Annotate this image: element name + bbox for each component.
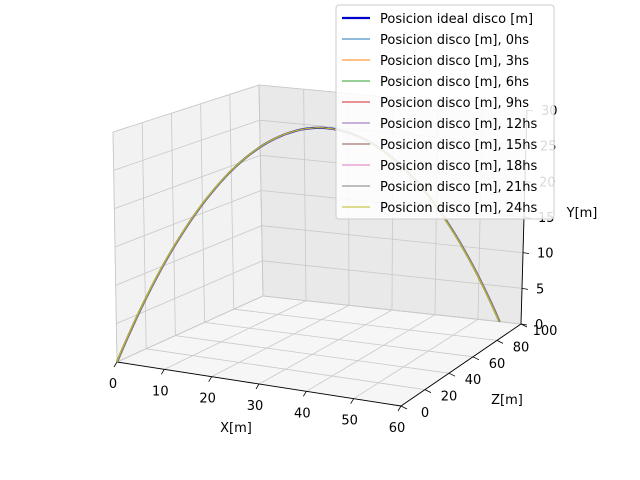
x-axis-label: X[m]	[220, 421, 252, 436]
x-tick-label: 40	[294, 406, 311, 421]
grid-line-y-left	[114, 190, 262, 248]
grid-line-z-floor	[233, 308, 498, 341]
grid-line-z-floor	[146, 348, 426, 390]
x-tick-label: 30	[247, 399, 264, 414]
grid-line-x-floor	[353, 318, 479, 400]
legend-label-1: Posicion disco [m], 0hs	[380, 33, 529, 48]
legend-label-4: Posicion disco [m], 9hs	[380, 96, 529, 111]
legend-label-7: Posicion disco [m], 18hs	[380, 159, 538, 174]
z-tick-mark	[424, 389, 432, 393]
grid-line-y-left	[112, 84, 260, 133]
z-tick-label: 60	[489, 357, 506, 372]
grid-line-y-back	[262, 260, 523, 289]
z-tick-mark	[472, 356, 480, 361]
grid-line-x-floor	[211, 304, 350, 378]
grid-lines	[112, 84, 528, 407]
x-tick-label: 50	[341, 414, 358, 429]
legend: Posicion ideal disco [m] Posicion disco […	[335, 4, 555, 220]
grid-line-y-left	[113, 119, 260, 171]
legend-label-3: Posicion disco [m], 6hs	[380, 75, 529, 90]
grid-line-y-back	[261, 225, 524, 254]
y-axis-label: Y[m]	[566, 206, 598, 221]
x-tick-mark	[302, 391, 307, 397]
legend-label-8: Posicion disco [m], 21hs	[380, 180, 538, 195]
legend-label-5: Posicion disco [m], 12hs	[380, 117, 538, 132]
legend-label-6: Posicion disco [m], 15hs	[380, 138, 538, 153]
z-tick-label: 0	[421, 406, 429, 421]
grid-line-y-left	[116, 260, 263, 325]
grid-line-z-floor	[175, 335, 450, 374]
x-tick-mark	[255, 383, 260, 390]
legend-frame	[335, 4, 555, 220]
legend-label-2: Posicion disco [m], 3hs	[380, 54, 529, 69]
z-tick-label: 20	[441, 390, 458, 405]
x-tick-mark	[397, 405, 402, 412]
grid-line-x-floor	[306, 314, 436, 392]
y-tick-mark	[522, 252, 530, 255]
z-tick-mark	[496, 340, 504, 344]
z-axis-label: Z[m]	[491, 393, 523, 408]
grid-line-z-floor	[204, 322, 474, 358]
y-tick-label: 0	[535, 318, 543, 333]
grid-line-y-back	[262, 295, 522, 325]
x-tick-label: 10	[152, 384, 169, 399]
x-tick-label: 0	[109, 377, 117, 392]
z-tick-label: 100	[533, 324, 558, 339]
z-tick-mark	[400, 405, 408, 410]
legend-label-9: Posicion disco [m], 24hs	[380, 201, 538, 216]
grid-line-y-left	[115, 225, 262, 286]
z-tick-label: 80	[513, 340, 530, 355]
grid-line-x-floor	[164, 300, 307, 370]
x-tick-label: 60	[389, 421, 406, 436]
grid-line-x-floor	[258, 309, 393, 385]
y-tick-label: 10	[537, 247, 554, 262]
x-tick-mark	[113, 361, 118, 368]
z-axis-line	[400, 323, 522, 407]
y-tick-mark	[520, 323, 528, 326]
y-tick-label: 5	[536, 282, 544, 297]
legend-label-0: Posicion ideal disco [m]	[380, 12, 533, 27]
y-tick-mark	[521, 287, 529, 290]
grid-line-y-left	[116, 295, 264, 363]
x-tick-label: 20	[199, 392, 216, 407]
z-tick-label: 40	[465, 373, 482, 388]
z-tick-mark	[448, 372, 456, 377]
grid-line-y-left	[114, 154, 261, 210]
x-tick-mark	[350, 398, 355, 404]
x-tick-mark	[160, 369, 165, 375]
x-tick-mark	[208, 376, 213, 382]
